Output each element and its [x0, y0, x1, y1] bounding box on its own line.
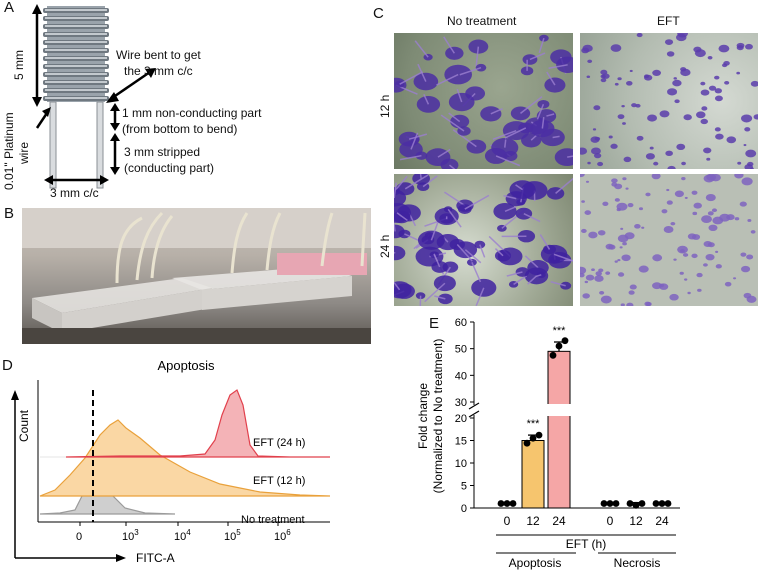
fold-change-bar-chart: 0 5 10 15 20 30 40 50 60 Fold change (Normalized t…	[416, 317, 680, 570]
histogram-tick-label: 103	[122, 528, 139, 543]
flow-cytometry-histogram: Apoptosis 0 103 104 105 106 EFT (24 h) EFT (…	[11, 358, 331, 565]
histogram-title: Apoptosis	[157, 358, 215, 373]
row-label-24h: 24 h	[378, 234, 392, 258]
histogram-label-none: No treatment	[241, 514, 305, 526]
data-point	[626, 500, 634, 507]
x-tick-label: 24	[655, 514, 669, 528]
data-point	[652, 500, 660, 507]
data-point	[561, 337, 569, 345]
data-point	[549, 351, 557, 359]
histogram-ylabel: Count	[17, 409, 31, 442]
electrode-diagram	[32, 4, 156, 189]
data-point	[529, 434, 537, 442]
label-platinum-1: 0.01" Platinum	[2, 112, 16, 190]
bar-lower	[547, 411, 571, 509]
data-point	[509, 500, 517, 507]
y-tick-label: 40	[455, 370, 467, 382]
histogram-xlabel: FITC-A	[136, 551, 175, 565]
data-point	[497, 500, 505, 507]
x-tick-label: 24	[552, 514, 566, 528]
label-nonconducting-2: (from bottom to bend)	[122, 122, 238, 136]
histogram-label-24h: EFT (24 h)	[253, 437, 305, 449]
label-nonconducting-1: 1 mm non-conducting part	[122, 106, 262, 120]
label-spacing: 3 mm c/c	[50, 186, 99, 200]
x-tick-label: 12	[629, 514, 643, 528]
histogram-tick-label: 104	[174, 528, 191, 543]
bar	[521, 440, 545, 509]
y-tick-label: 10	[455, 458, 467, 470]
electrode-plate-photo	[22, 208, 371, 344]
label-stripped-1: 3 mm stripped	[124, 145, 201, 159]
significance-label: ***	[527, 418, 541, 430]
micrograph-no-treatment-12h	[394, 33, 573, 169]
data-point	[600, 500, 608, 507]
micrograph-eft-12h	[580, 33, 758, 169]
bar	[547, 350, 571, 409]
y-tick-label: 50	[455, 344, 467, 356]
data-point	[638, 500, 646, 507]
y-tick-label: 20	[455, 413, 467, 425]
y-axis-label: Fold change	[416, 383, 430, 449]
x-tick-label: 12	[526, 514, 540, 528]
panel-d-letter: D	[2, 357, 13, 374]
data-point	[535, 431, 543, 439]
y-tick-label: 30	[455, 397, 467, 409]
panel-c-letter: C	[373, 5, 384, 22]
y-tick-label: 15	[455, 436, 467, 448]
panel-e-letter: E	[429, 315, 440, 332]
label-wire-bent-1: Wire bent to get	[116, 48, 201, 62]
significance-label: ***	[553, 325, 567, 337]
label-platinum-2: wire	[17, 141, 31, 164]
data-point	[632, 501, 640, 509]
screw-thread	[43, 6, 109, 102]
x-tick-label: 0	[607, 514, 614, 528]
group-label-necrosis: Necrosis	[614, 556, 661, 570]
data-point	[612, 500, 620, 507]
col-label-eft: EFT	[657, 14, 680, 28]
label-stripped-2: (conducting part)	[124, 161, 215, 175]
x-tick-label: 0	[504, 514, 511, 528]
data-point	[555, 342, 563, 350]
histogram-label-12h: EFT (12 h)	[253, 475, 305, 487]
label-5mm: 5 mm	[12, 50, 26, 80]
row-label-12h: 12 h	[378, 94, 392, 118]
y-tick-label: 0	[461, 503, 467, 515]
histogram-tick-label: 0	[76, 531, 82, 543]
data-point	[523, 439, 531, 447]
histogram-tick-label: 105	[224, 528, 241, 543]
y-tick-label: 5	[461, 481, 467, 493]
panel-b-letter: B	[4, 205, 15, 222]
data-point	[503, 500, 511, 507]
x-axis-label: EFT (h)	[566, 537, 606, 551]
histogram-tick-label: 106	[274, 528, 291, 543]
data-point	[658, 500, 666, 507]
col-label-no-treatment: No treatment	[447, 14, 517, 28]
panel-a-letter: A	[4, 0, 15, 16]
micrograph-no-treatment-24h	[394, 174, 573, 306]
micrograph-eft-24h	[580, 174, 758, 306]
group-label-apoptosis: Apoptosis	[509, 556, 562, 570]
y-axis-label-sub: (Normalized to No treatment)	[431, 339, 445, 494]
data-point	[606, 500, 614, 507]
label-wire-bent-2: the 3 mm c/c	[124, 64, 193, 78]
data-point	[664, 500, 672, 507]
y-tick-label: 60	[455, 317, 467, 329]
